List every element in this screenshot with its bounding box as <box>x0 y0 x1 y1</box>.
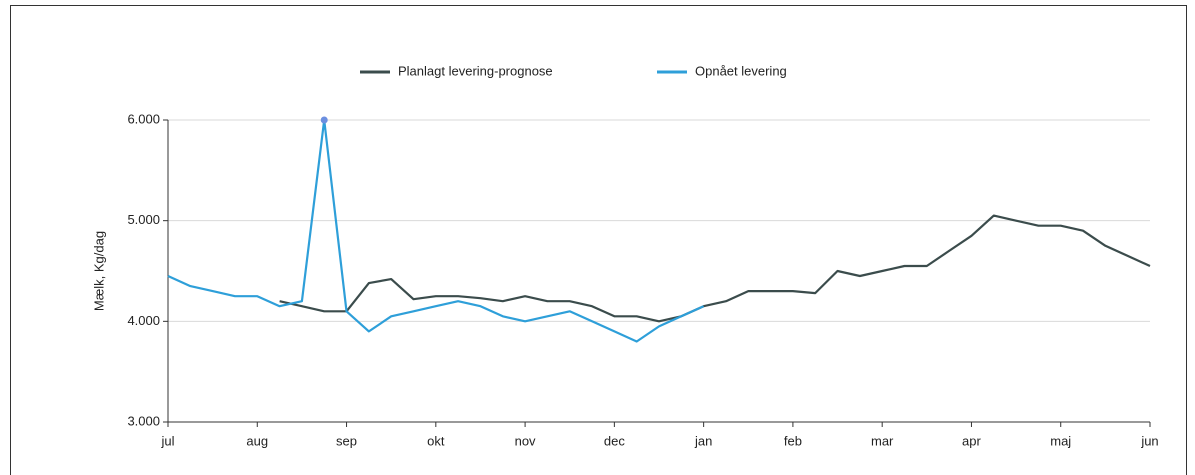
x-tick-label: jul <box>160 433 174 448</box>
y-tick-label: 4.000 <box>127 313 160 328</box>
x-tick-label: apr <box>962 433 981 448</box>
x-tick-label: jun <box>1140 433 1158 448</box>
x-tick-label: nov <box>515 433 536 448</box>
y-tick-label: 3.000 <box>127 413 160 428</box>
x-tick-label: aug <box>246 433 268 448</box>
x-tick-label: feb <box>784 433 802 448</box>
series-line <box>279 214 1151 323</box>
x-tick-label: okt <box>427 433 445 448</box>
chart-frame <box>10 5 1187 475</box>
x-tick-label: dec <box>604 433 625 448</box>
highlight-point <box>320 116 328 124</box>
series-line <box>167 118 705 343</box>
x-tick-label: mar <box>871 433 894 448</box>
x-tick-label: jan <box>694 433 712 448</box>
legend-label: Opnået levering <box>695 63 787 78</box>
x-tick-label: maj <box>1050 433 1071 448</box>
x-tick-label: sep <box>336 433 357 448</box>
y-tick-label: 5.000 <box>127 212 160 227</box>
legend-label: Planlagt levering-prognose <box>398 63 553 78</box>
y-axis-label: Mælk, Kg/dag <box>91 231 106 311</box>
y-tick-label: 6.000 <box>127 111 160 126</box>
